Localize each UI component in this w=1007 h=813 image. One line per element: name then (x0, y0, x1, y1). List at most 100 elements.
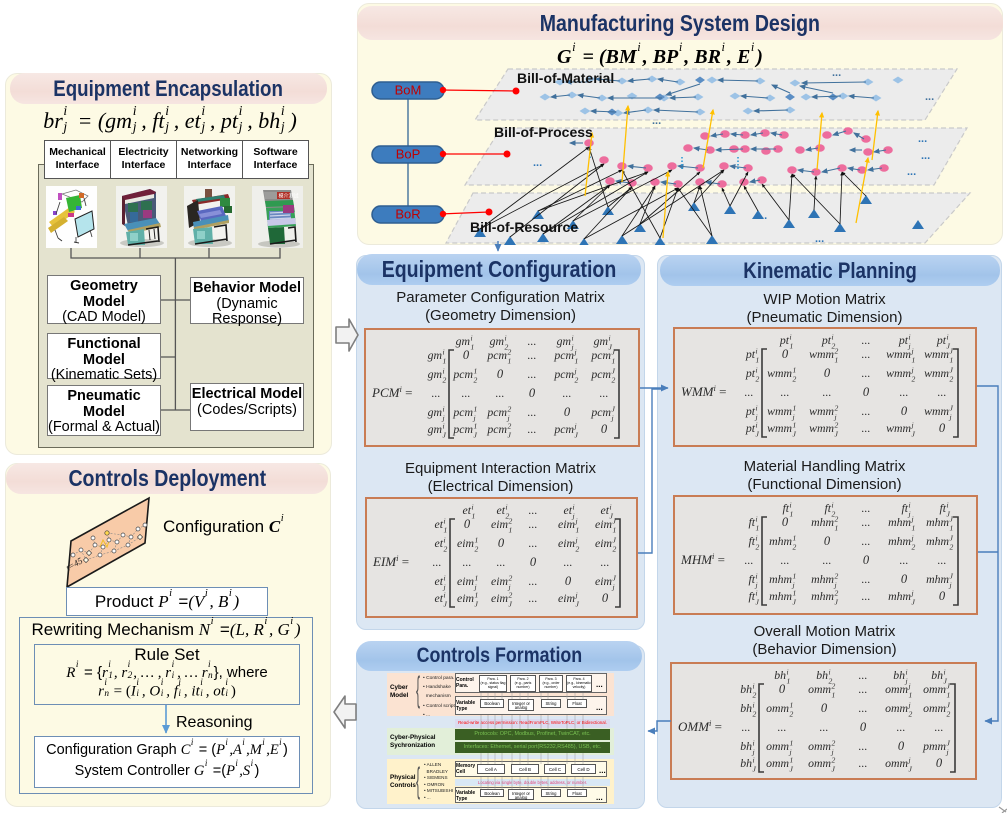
svg-text:2: 2 (835, 572, 839, 581)
svg-text:J: J (612, 405, 616, 414)
svg-text:...: ... (528, 405, 537, 419)
svg-text:0: 0 (824, 366, 831, 380)
svg-text:J: J (609, 343, 613, 352)
svg-text:2: 2 (832, 682, 836, 691)
svg-text:j: j (473, 414, 476, 423)
svg-text:2: 2 (506, 512, 510, 521)
svg-text:pcm: pcm (590, 405, 611, 419)
svg-text:mhm: mhm (769, 572, 792, 586)
svg-text:...: ... (938, 553, 947, 567)
svg-text:1: 1 (912, 356, 916, 365)
svg-text:i: i (443, 405, 445, 414)
svg-text:i: i (444, 536, 446, 545)
svg-text:...: ... (859, 756, 868, 770)
svg-text:2: 2 (829, 677, 833, 686)
svg-text:i: i (909, 501, 911, 510)
svg-text:i: i (505, 334, 507, 343)
svg-text:eim: eim (491, 574, 509, 588)
svg-text:J: J (950, 404, 954, 413)
svg-text:...: ... (463, 555, 472, 569)
svg-text:i: i (756, 404, 758, 413)
svg-text:eim: eim (457, 536, 475, 550)
svg-text:2: 2 (612, 376, 616, 385)
svg-text:i: i (756, 515, 758, 524)
svg-text:...: ... (497, 555, 506, 569)
svg-text:2: 2 (508, 348, 512, 357)
svg-text:j: j (792, 581, 795, 590)
svg-text:...: ... (563, 386, 572, 400)
svg-text:2: 2 (832, 756, 836, 765)
svg-text:i: i (472, 503, 474, 512)
svg-text:i: i (906, 668, 908, 677)
svg-text:i: i (756, 589, 758, 598)
svg-text:2: 2 (475, 545, 479, 554)
svg-text:J: J (909, 765, 913, 774)
svg-text:...: ... (462, 386, 471, 400)
svg-text:J: J (950, 347, 954, 356)
svg-text:J: J (947, 510, 951, 519)
svg-text:0: 0 (463, 348, 470, 362)
svg-text:...: ... (862, 421, 871, 435)
svg-text:...: ... (862, 534, 871, 548)
svg-text:1: 1 (508, 357, 512, 366)
svg-text:2: 2 (835, 347, 839, 356)
svg-text:J: J (947, 342, 951, 351)
svg-text:j: j (911, 366, 914, 375)
svg-text:i: i (756, 366, 758, 375)
svg-text:j: j (911, 515, 914, 524)
svg-text:pcm: pcm (486, 348, 507, 362)
svg-text:ft: ft (748, 589, 755, 603)
svg-text:et: et (563, 503, 572, 517)
svg-text:bh: bh (740, 682, 752, 696)
svg-text:j: j (908, 510, 911, 519)
svg-text:2: 2 (756, 543, 760, 552)
svg-text:j: j (789, 748, 792, 757)
svg-text:gm: gm (428, 367, 443, 381)
svg-text:J: J (947, 682, 951, 691)
svg-text:ft: ft (748, 515, 755, 529)
svg-text:pt: pt (745, 404, 756, 418)
svg-text:bh: bh (740, 701, 752, 715)
svg-text:...: ... (862, 404, 871, 418)
svg-text:j: j (908, 701, 911, 710)
svg-text:J: J (832, 765, 836, 774)
svg-text:1: 1 (756, 356, 760, 365)
svg-text:...: ... (862, 501, 871, 515)
svg-text:...: ... (529, 517, 538, 531)
svg-text:...: ... (862, 347, 871, 361)
svg-text:j: j (508, 583, 511, 592)
svg-text:2: 2 (509, 517, 513, 526)
svg-text:J: J (612, 367, 616, 376)
svg-text:1: 1 (787, 677, 791, 686)
svg-text:pcm: pcm (486, 405, 507, 419)
svg-text:2: 2 (835, 515, 839, 524)
svg-text:mhm: mhm (769, 589, 792, 603)
svg-text:i: i (756, 421, 758, 430)
svg-text:mhm: mhm (769, 534, 792, 548)
svg-text:2: 2 (912, 375, 916, 384)
svg-text:i: i (832, 501, 834, 510)
svg-text:bh: bh (740, 756, 752, 770)
svg-text:gm: gm (428, 348, 443, 362)
svg-text:1: 1 (475, 591, 479, 600)
svg-text:2: 2 (508, 422, 512, 431)
svg-text:0: 0 (939, 589, 946, 603)
svg-text:wmm: wmm (767, 366, 792, 380)
svg-text:j: j (443, 583, 446, 592)
svg-text:0: 0 (564, 405, 571, 419)
svg-text:j: j (908, 682, 911, 691)
svg-text:i: i (790, 333, 792, 342)
svg-text:pcm: pcm (452, 422, 473, 436)
svg-text:j: j (755, 581, 758, 590)
svg-text:...: ... (781, 553, 790, 567)
svg-text:2: 2 (613, 545, 617, 554)
svg-text:WMMi =: WMMi = (681, 383, 726, 399)
svg-text:0: 0 (565, 574, 572, 588)
svg-text:...: ... (938, 385, 947, 399)
svg-text:J: J (444, 600, 448, 609)
svg-text:2: 2 (753, 691, 757, 700)
svg-text:i: i (444, 591, 446, 600)
svg-text:J: J (443, 431, 447, 440)
svg-text:...: ... (823, 553, 832, 567)
svg-text:j: j (911, 589, 914, 598)
